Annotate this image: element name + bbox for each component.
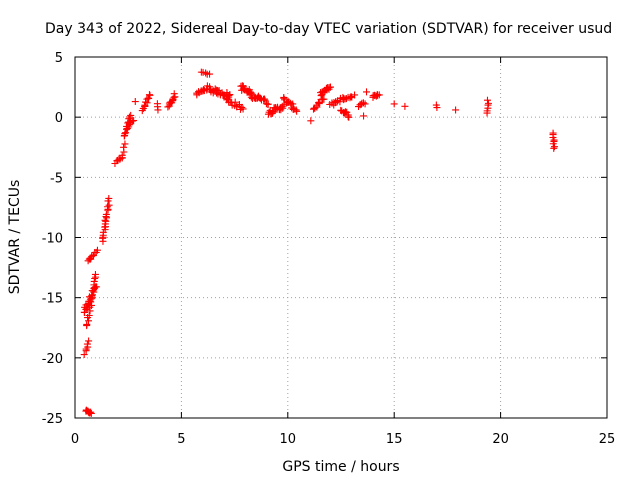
data-point bbox=[85, 317, 93, 325]
data-point bbox=[130, 117, 138, 125]
data-point bbox=[361, 100, 369, 108]
data-point bbox=[280, 94, 288, 102]
data-point bbox=[87, 409, 95, 417]
data-point bbox=[231, 98, 239, 106]
data-point bbox=[390, 100, 398, 108]
data-point bbox=[315, 100, 323, 108]
data-point bbox=[118, 151, 126, 159]
data-point bbox=[433, 104, 441, 112]
data-point bbox=[87, 408, 95, 416]
data-point bbox=[351, 91, 359, 99]
data-point bbox=[269, 108, 277, 116]
data-point bbox=[345, 113, 353, 121]
data-point bbox=[307, 117, 315, 125]
data-point bbox=[359, 99, 367, 107]
y-tick-label: -20 bbox=[42, 352, 63, 367]
data-point bbox=[336, 98, 344, 106]
y-tick-label: -5 bbox=[50, 171, 63, 186]
data-point bbox=[89, 287, 97, 295]
data-point bbox=[257, 94, 265, 102]
y-tick-label: 5 bbox=[55, 51, 63, 66]
chart-title: Day 343 of 2022, Sidereal Day-to-day VTE… bbox=[45, 21, 612, 37]
y-tick-label: 0 bbox=[55, 111, 63, 126]
data-point bbox=[375, 91, 383, 99]
data-point bbox=[105, 201, 113, 209]
data-point bbox=[125, 113, 133, 121]
data-point bbox=[285, 98, 293, 106]
data-point bbox=[226, 91, 234, 99]
data-point bbox=[550, 143, 558, 151]
data-point bbox=[202, 69, 210, 77]
x-tick-label: 10 bbox=[280, 432, 297, 447]
data-points bbox=[80, 68, 558, 417]
y-tick-label: -10 bbox=[42, 232, 63, 247]
data-point bbox=[91, 275, 99, 283]
data-point bbox=[141, 102, 149, 110]
data-point bbox=[260, 95, 268, 103]
data-point bbox=[88, 253, 96, 261]
x-tick-label: 15 bbox=[386, 432, 403, 447]
data-point bbox=[164, 103, 172, 111]
x-tick-label: 0 bbox=[71, 432, 79, 447]
data-point bbox=[93, 246, 101, 254]
data-point bbox=[293, 107, 301, 115]
x-tick-label: 25 bbox=[599, 432, 616, 447]
data-point bbox=[550, 144, 558, 152]
data-point bbox=[452, 106, 460, 114]
data-point bbox=[87, 298, 95, 306]
data-point bbox=[264, 100, 272, 108]
data-point bbox=[248, 89, 256, 97]
data-point bbox=[278, 102, 286, 110]
y-tick-label: -15 bbox=[42, 292, 63, 307]
data-point bbox=[83, 320, 91, 328]
data-point bbox=[91, 270, 99, 278]
data-point bbox=[206, 70, 214, 78]
data-point bbox=[102, 210, 110, 218]
data-point bbox=[87, 301, 95, 309]
data-point bbox=[239, 105, 247, 113]
axis-ticks: 0 5 10 15 20 25 -25 -20 -15 -10 -5 0 5 bbox=[42, 51, 616, 447]
data-point bbox=[146, 91, 154, 99]
data-point bbox=[131, 98, 139, 106]
x-tick-label: 20 bbox=[492, 432, 509, 447]
data-point bbox=[170, 90, 178, 98]
data-point bbox=[401, 102, 409, 110]
data-point bbox=[105, 194, 113, 202]
x-axis-label: GPS time / hours bbox=[282, 459, 399, 475]
data-point bbox=[238, 103, 246, 111]
data-point bbox=[127, 111, 135, 119]
data-point bbox=[121, 140, 129, 148]
x-tick-label: 5 bbox=[177, 432, 185, 447]
y-tick-label: -25 bbox=[42, 412, 63, 427]
data-point bbox=[85, 311, 93, 319]
data-point bbox=[85, 337, 93, 345]
data-point bbox=[320, 95, 328, 103]
data-point bbox=[121, 130, 129, 138]
data-point bbox=[122, 129, 130, 137]
grid bbox=[75, 57, 607, 418]
data-point bbox=[154, 106, 162, 114]
data-point bbox=[80, 351, 88, 359]
data-point bbox=[347, 93, 355, 101]
y-axis-label: SDTVAR / TECUs bbox=[7, 180, 23, 295]
data-point bbox=[360, 112, 368, 120]
data-point bbox=[372, 92, 380, 100]
data-point bbox=[483, 109, 491, 117]
data-point bbox=[83, 340, 91, 348]
data-point bbox=[171, 93, 179, 101]
data-point bbox=[313, 103, 321, 111]
data-point bbox=[145, 94, 153, 102]
data-point bbox=[363, 88, 371, 96]
data-point bbox=[120, 143, 128, 151]
data-point bbox=[261, 96, 269, 104]
data-point bbox=[246, 88, 254, 96]
data-point bbox=[86, 303, 94, 311]
data-point bbox=[326, 83, 334, 91]
data-point bbox=[342, 95, 350, 103]
